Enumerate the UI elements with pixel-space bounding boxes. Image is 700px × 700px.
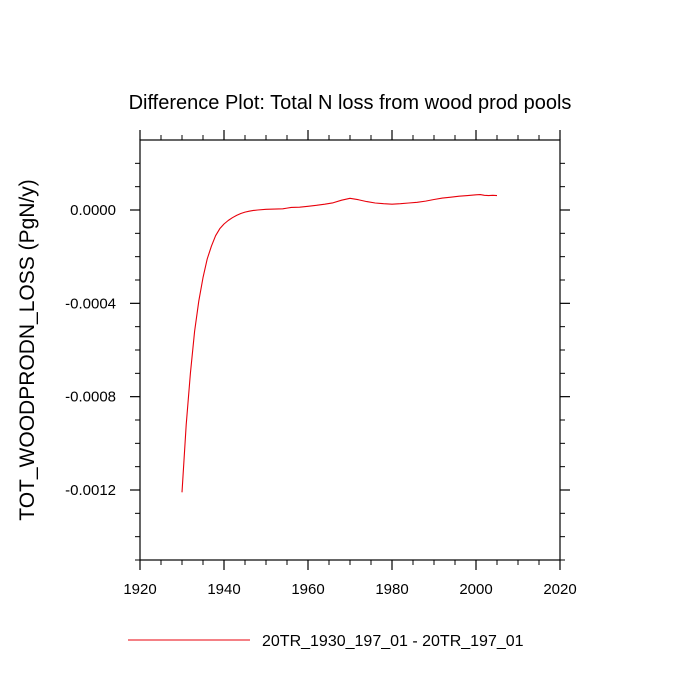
axis-ticks [130, 130, 570, 570]
y-axis-label: TOT_WOODPRODN_LOSS (PgN/y) [16, 179, 39, 521]
x-tick-label: 2020 [543, 581, 576, 598]
y-tick-label: -0.0008 [65, 389, 116, 406]
y-tick-label: 0.0000 [70, 202, 116, 219]
series-group [181, 194, 498, 493]
x-tick-label: 1920 [123, 581, 156, 598]
series-line [181, 194, 498, 493]
plot-frame [139, 139, 561, 561]
chart-title: Difference Plot: Total N loss from wood … [129, 92, 572, 114]
x-tick-label: 1980 [375, 581, 408, 598]
x-tick-label: 2000 [459, 581, 492, 598]
legend: 20TR_1930_197_01 - 20TR_197_01 [128, 633, 524, 650]
x-tick-label: 1960 [291, 581, 324, 598]
x-tick-label: 1940 [207, 581, 240, 598]
legend-label: 20TR_1930_197_01 - 20TR_197_01 [262, 633, 524, 650]
y-tick-label: -0.0004 [65, 295, 116, 312]
y-tick-label: -0.0012 [65, 482, 116, 499]
axis-tick-labels: 1920 1940 1960 1980 2000 2020 0.0000 -0.0004 -0.… [65, 202, 577, 598]
